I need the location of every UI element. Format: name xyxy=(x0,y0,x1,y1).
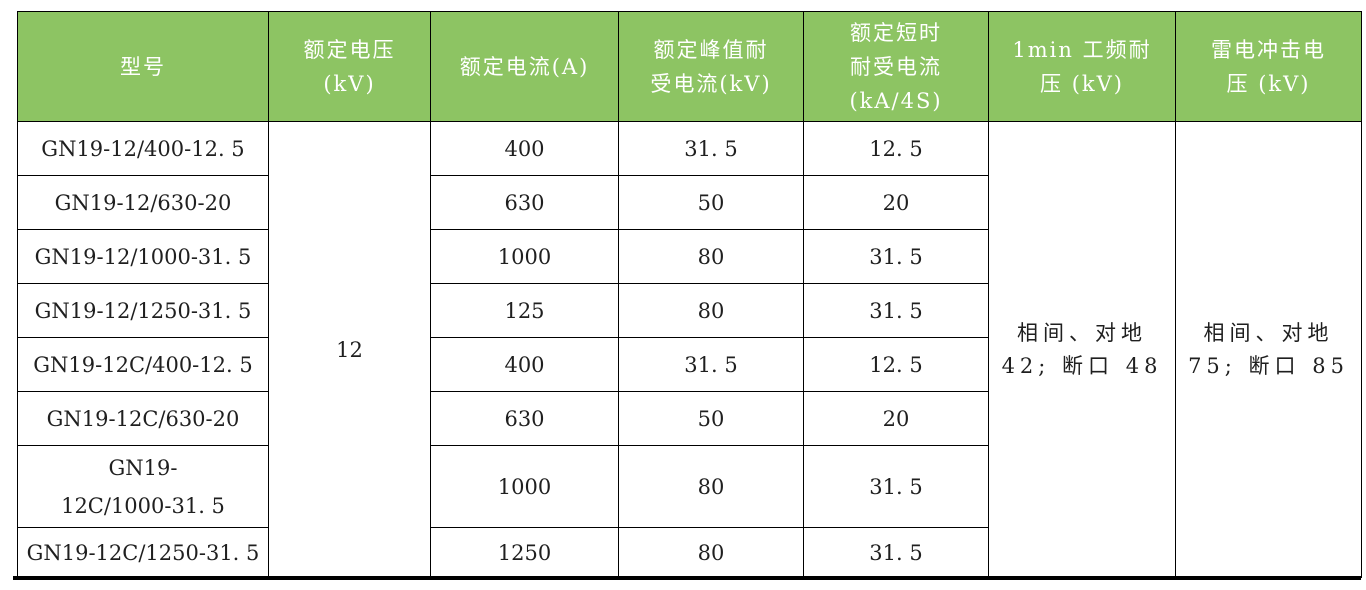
table-row: GN19-12/1250-31. 5 125 80 31. 5 xyxy=(17,283,1362,338)
table-row: GN19-12/1000-31. 5 1000 80 31. 5 xyxy=(17,229,1362,284)
current-cell: 400 xyxy=(430,121,619,176)
col-header-power-frequency-withstand-voltage: 1min 工频耐 压 (kV) xyxy=(988,11,1176,122)
col-header-short-time-withstand-current: 额定短时 耐受电流 (kA/4S) xyxy=(803,11,989,122)
short-cell: 31. 5 xyxy=(803,527,989,578)
peak-cell: 50 xyxy=(618,175,804,230)
model-cell: GN19- 12C/1000-31. 5 xyxy=(17,445,269,528)
col-header-model: 型号 xyxy=(17,11,269,122)
current-cell: 125 xyxy=(430,283,619,338)
current-cell: 400 xyxy=(430,337,619,392)
current-cell: 630 xyxy=(430,175,619,230)
current-cell: 1250 xyxy=(430,527,619,578)
table-row: GN19- 12C/1000-31. 5 1000 80 31. 5 xyxy=(17,445,1362,528)
col-header-rated-current: 额定电流(A) xyxy=(430,11,619,122)
rated-voltage-merged-cell: 12 xyxy=(268,121,431,578)
spec-table: 型号 额定电压 (kV) 额定电流(A) 额定峰值耐 受电流(kV) 额定短时 … xyxy=(17,11,1362,578)
col-header-lightning-impulse-voltage: 雷电冲击电 压 (kV) xyxy=(1175,11,1362,122)
short-cell: 31. 5 xyxy=(803,283,989,338)
short-cell: 31. 5 xyxy=(803,445,989,528)
table-row: GN19-12C/630-20 630 50 20 xyxy=(17,391,1362,446)
peak-cell: 50 xyxy=(618,391,804,446)
model-cell: GN19-12/630-20 xyxy=(17,175,269,230)
current-cell: 1000 xyxy=(430,445,619,528)
peak-cell: 80 xyxy=(618,445,804,528)
short-cell: 12. 5 xyxy=(803,337,989,392)
table-row: GN19-12C/1250-31. 5 1250 80 31. 5 xyxy=(17,527,1362,578)
short-cell: 20 xyxy=(803,391,989,446)
short-cell: 12. 5 xyxy=(803,121,989,176)
model-cell: GN19-12/400-12. 5 xyxy=(17,121,269,176)
model-cell: GN19-12C/400-12. 5 xyxy=(17,337,269,392)
table-row: GN19-12C/400-12. 5 400 31. 5 12. 5 xyxy=(17,337,1362,392)
peak-cell: 80 xyxy=(618,283,804,338)
table-bottom-rule xyxy=(13,576,1361,580)
current-cell: 630 xyxy=(430,391,619,446)
peak-cell: 31. 5 xyxy=(618,337,804,392)
model-cell: GN19-12C/630-20 xyxy=(17,391,269,446)
current-cell: 1000 xyxy=(430,229,619,284)
header-row: 型号 额定电压 (kV) 额定电流(A) 额定峰值耐 受电流(kV) 额定短时 … xyxy=(17,11,1362,122)
model-cell: GN19-12C/1250-31. 5 xyxy=(17,527,269,578)
lightning-impulse-merged-cell: 相间、对地 75; 断口 85 xyxy=(1175,121,1362,578)
short-cell: 31. 5 xyxy=(803,229,989,284)
model-cell: GN19-12/1000-31. 5 xyxy=(17,229,269,284)
col-header-peak-withstand-current: 额定峰值耐 受电流(kV) xyxy=(618,11,804,122)
peak-cell: 80 xyxy=(618,229,804,284)
col-header-rated-voltage: 额定电压 (kV) xyxy=(268,11,431,122)
power-frequency-withstand-merged-cell: 相间、对地 42; 断口 48 xyxy=(988,121,1176,578)
peak-cell: 31. 5 xyxy=(618,121,804,176)
model-cell: GN19-12/1250-31. 5 xyxy=(17,283,269,338)
table-row: GN19-12/400-12. 5 12 400 31. 5 12. 5 相间、… xyxy=(17,121,1362,578)
short-cell: 20 xyxy=(803,175,989,230)
peak-cell: 80 xyxy=(618,527,804,578)
